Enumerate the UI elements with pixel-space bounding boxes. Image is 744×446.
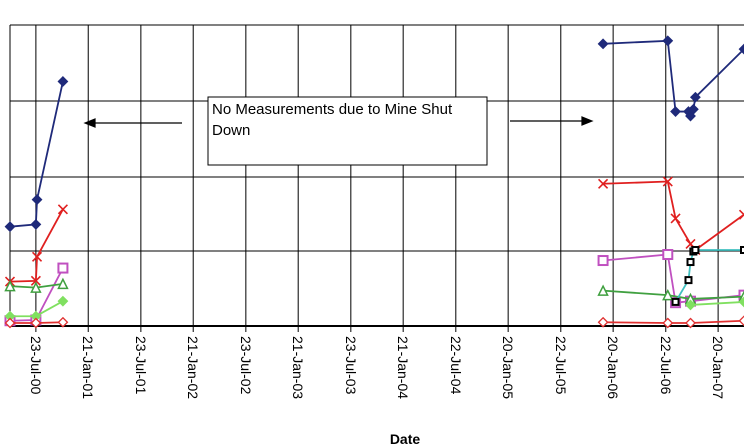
- x-tick-label: 22-Jul-06: [658, 336, 674, 395]
- x-tick-label: 20-Jan-05: [500, 336, 516, 399]
- x-tick-label: 23-Jul-03: [343, 336, 359, 395]
- marker: [57, 204, 68, 215]
- series: [4, 176, 744, 287]
- marker: [57, 295, 69, 307]
- marker: [685, 299, 696, 311]
- marker: [31, 251, 43, 262]
- marker: [597, 284, 609, 296]
- marker: [670, 213, 681, 224]
- marker: [686, 258, 695, 267]
- marker: [684, 276, 693, 285]
- marker: [689, 91, 701, 103]
- series: [4, 277, 744, 305]
- marker: [4, 317, 16, 329]
- annotation-box: [207, 96, 488, 166]
- marker: [740, 245, 744, 254]
- marker: [4, 221, 16, 233]
- marker: [30, 317, 42, 329]
- marker: [670, 106, 681, 117]
- series: [4, 295, 744, 322]
- marker: [57, 277, 69, 290]
- marker: [662, 288, 674, 301]
- marker: [597, 316, 609, 328]
- marker: [597, 255, 609, 267]
- grid: [35, 25, 719, 332]
- line: [603, 319, 744, 324]
- series: [671, 245, 744, 306]
- x-tick-label: 22-Jul-05: [553, 336, 569, 395]
- x-axis-title: Date: [390, 431, 421, 446]
- marker: [671, 297, 680, 306]
- arrows: [83, 116, 594, 128]
- line: [674, 249, 744, 303]
- x-tick-label: 23-Jul-02: [238, 336, 254, 395]
- x-tick-label: 21-Jan-01: [80, 336, 96, 399]
- marker: [662, 249, 674, 261]
- plot: [4, 35, 744, 329]
- marker: [738, 296, 744, 308]
- marker: [57, 316, 69, 328]
- marker: [738, 209, 744, 220]
- marker: [30, 275, 41, 286]
- marker: [687, 103, 699, 115]
- marker: [31, 194, 43, 205]
- x-tick-label: 23-Jul-01: [133, 336, 149, 395]
- line: [603, 39, 744, 119]
- line: [9, 208, 64, 283]
- marker: [597, 38, 609, 50]
- marker: [4, 279, 16, 292]
- x-tick-label: 20-Jan-07: [710, 336, 726, 399]
- line: [690, 301, 744, 306]
- marker: [30, 281, 42, 293]
- marker: [738, 315, 744, 327]
- x-tick-label: 21-Jan-03: [290, 336, 306, 399]
- annotation: No Measurements due to Mine Shut Down: [212, 101, 453, 139]
- marker: [691, 245, 700, 254]
- line: [9, 81, 64, 228]
- arrow-head: [581, 116, 594, 126]
- marker: [662, 35, 674, 47]
- marker: [662, 176, 673, 187]
- x-tick-label: 20-Jan-06: [605, 336, 621, 399]
- marker: [30, 218, 42, 230]
- x-tick-label: 23-Jul-00: [28, 336, 44, 395]
- x-tick-label: 21-Jan-02: [185, 336, 201, 399]
- x-tick-label: 21-Jan-04: [395, 336, 411, 399]
- marker: [662, 317, 674, 329]
- annotation-holder: No Measurements due to Mine Shut Down: [212, 101, 453, 139]
- marker: [598, 178, 609, 189]
- marker: [57, 262, 69, 274]
- series: [4, 315, 744, 329]
- horizontal-grid: [9, 24, 744, 327]
- marker: [57, 76, 69, 87]
- series: [4, 35, 744, 233]
- line: [603, 180, 744, 252]
- marker: [685, 317, 696, 329]
- x-tick-label: 22-Jul-04: [448, 336, 464, 395]
- series: [4, 249, 744, 327]
- marker: [738, 43, 744, 55]
- arrow-head: [83, 118, 96, 128]
